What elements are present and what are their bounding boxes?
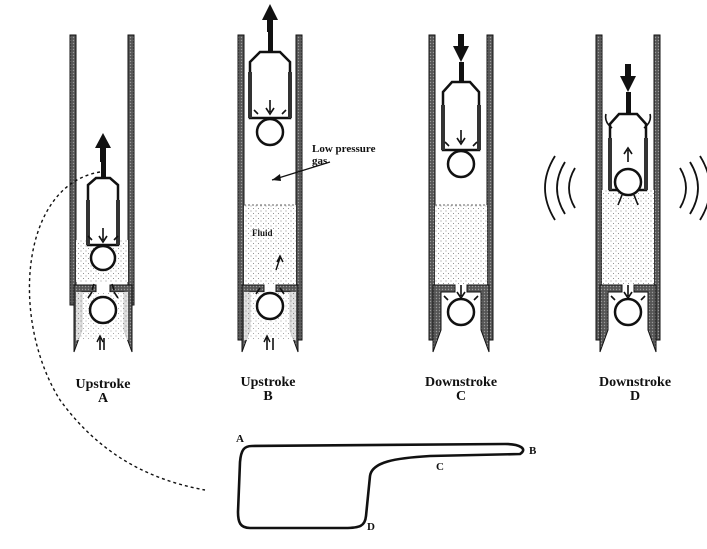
plunger <box>248 30 292 120</box>
traveling-valve-ball <box>255 117 285 147</box>
standing-valve-ball <box>613 297 643 327</box>
standing-valve-ball <box>255 291 285 321</box>
standing-valve-ball <box>446 297 476 327</box>
panel-c-letter-label: C <box>456 389 466 404</box>
standing-valve-ball <box>88 295 118 325</box>
fluid-fill <box>435 205 487 285</box>
fluid-fill <box>244 205 296 285</box>
panel-a-letter-label: A <box>98 391 109 406</box>
arrow-up-icon <box>95 133 111 162</box>
pump-panel-b <box>237 4 331 353</box>
plunger <box>86 162 120 247</box>
pump-panel-d <box>544 34 707 353</box>
panel-c-stroke-label: Downstroke <box>425 375 497 390</box>
tubing-wall-right <box>127 34 135 306</box>
card-point-b: B <box>529 445 537 457</box>
panel-b-stroke-label: Upstroke <box>241 375 296 390</box>
pump-panel-c <box>428 34 494 353</box>
panel-d-stroke-label: Downstroke <box>599 375 671 390</box>
plunger <box>441 62 481 152</box>
gas-label: gas <box>312 155 328 167</box>
card-point-c: C <box>436 461 444 473</box>
card-point-a: A <box>236 433 244 445</box>
panel-b-letter-label: B <box>263 389 272 404</box>
low-pressure-label: Low pressure <box>312 143 376 155</box>
panel-a-stroke-label: Upstroke <box>76 377 131 392</box>
arrow-down-icon <box>620 64 636 92</box>
card-point-d: D <box>367 521 375 533</box>
vibration-waves-icon <box>544 155 707 221</box>
tubing-wall-left <box>69 34 77 306</box>
arrow-up-icon <box>262 4 278 32</box>
traveling-valve-ball <box>446 149 476 179</box>
fluid-label: Fluid <box>252 228 273 238</box>
panel-d-letter-label: D <box>630 389 640 404</box>
fluid-fill <box>602 190 654 285</box>
arrow-down-icon <box>453 34 469 62</box>
pump-panel-a <box>69 34 135 353</box>
traveling-valve-ball <box>89 244 117 272</box>
traveling-valve-ball <box>613 167 643 197</box>
gas-leader-arrow <box>271 161 331 181</box>
dynamometer-card-curve <box>236 442 525 530</box>
